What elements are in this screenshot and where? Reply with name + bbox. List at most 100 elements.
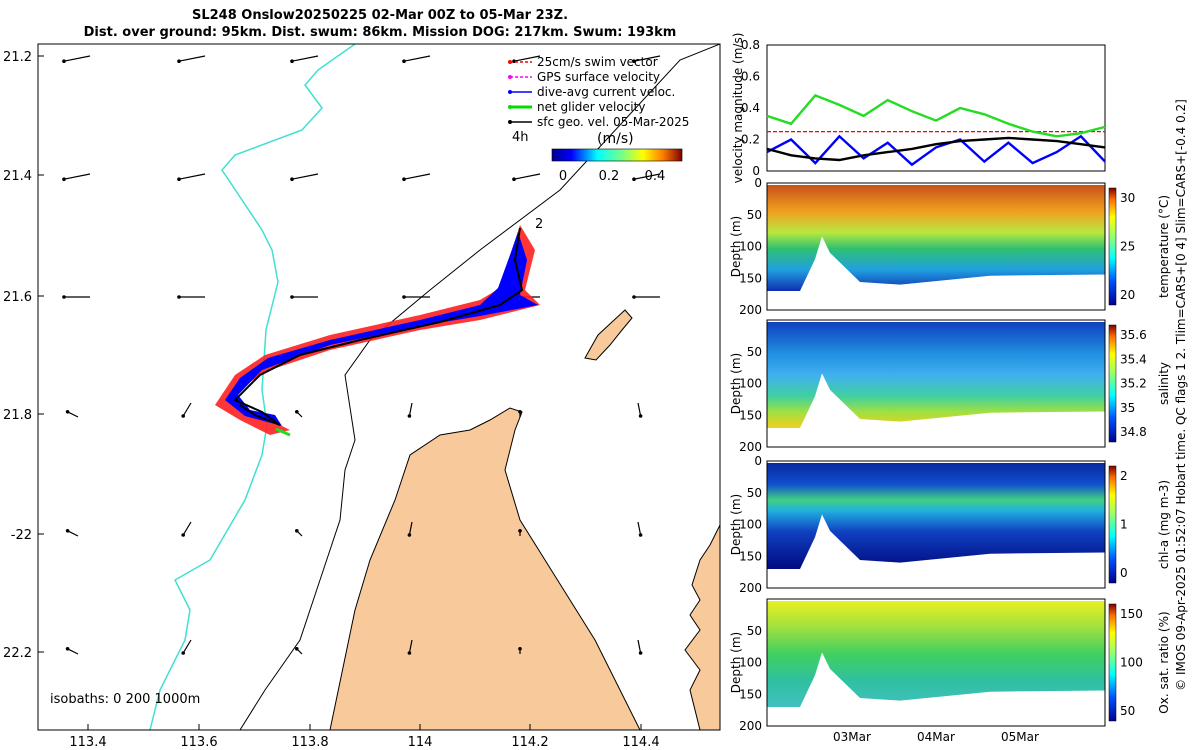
sfc-vector-head xyxy=(65,647,70,651)
sfc-vector-head xyxy=(177,295,181,299)
legend-label: 25cm/s swim vector xyxy=(537,55,658,69)
map-frame xyxy=(37,43,721,731)
map-xtick-label: 114.2 xyxy=(511,735,548,750)
sfc-vector-shaft xyxy=(513,173,541,180)
sfc-vector-head xyxy=(632,177,636,181)
sfc-vector-head xyxy=(632,59,636,63)
sfc-vector-shaft xyxy=(63,173,91,180)
map-xtick-label: 113.8 xyxy=(291,735,328,750)
sfc-vector-head xyxy=(638,414,643,418)
legend-label: sfc geo. vel. 05-Mar-2025 xyxy=(537,115,689,129)
sfc-vector-shaft xyxy=(291,173,319,180)
map-xtick-label: 113.4 xyxy=(69,735,106,750)
map-xtick-label: 114 xyxy=(408,735,433,750)
map-xtick-label: 113.6 xyxy=(180,735,217,750)
sfc-vector-head xyxy=(402,59,406,63)
sfc-vector-head xyxy=(402,295,406,299)
sfc-vector-shaft xyxy=(637,639,642,654)
legend-swatch-head xyxy=(508,60,512,64)
sfc-vector-head xyxy=(407,651,412,655)
sfc-vector-shaft xyxy=(408,521,413,536)
isobath-200m xyxy=(149,44,356,730)
isobath-1000m xyxy=(239,44,720,730)
chart-title-line-2: Dist. over ground: 95km. Dist. swum: 86k… xyxy=(83,25,677,40)
colorbar-tick-label: 0.4 xyxy=(645,169,666,184)
sfc-vector-shaft xyxy=(408,639,413,654)
sfc-vector-shaft xyxy=(67,411,79,418)
sfc-vector-head xyxy=(65,410,70,414)
sfc-vector-head xyxy=(62,59,66,63)
legend-label: dive-avg current veloc. xyxy=(537,85,675,99)
colorbar-tick-label: 0 xyxy=(559,169,567,184)
sfc-vector-shaft xyxy=(637,402,642,417)
sfc-vector-head xyxy=(638,533,643,537)
track-label: 2 xyxy=(535,217,543,232)
sfc-vector-head xyxy=(512,59,516,63)
legend-swatch-head xyxy=(508,90,512,94)
legend-label: GPS surface velocity xyxy=(537,70,660,84)
sfc-vector-head xyxy=(407,533,412,537)
sfc-vector-shaft xyxy=(67,530,79,537)
colorbar-units: (m/s) xyxy=(597,131,634,147)
sfc-vector-head xyxy=(62,177,66,181)
glider-track xyxy=(233,227,524,426)
sfc-vector-head xyxy=(407,414,412,418)
colorbar-tick-label: 0.2 xyxy=(599,169,620,184)
chart-title-line-1: SL248 Onslow20250225 02-Mar 00Z to 05-Ma… xyxy=(191,8,569,23)
sfc-vector-head xyxy=(177,59,181,63)
map-ytick-label: 21.6 xyxy=(3,290,32,305)
land-coast-right xyxy=(684,524,720,730)
sfc-vector-head xyxy=(295,647,299,651)
sfc-vector-shaft xyxy=(513,55,541,62)
sfc-vector-head xyxy=(177,177,181,181)
surface-velocity-vectors xyxy=(62,55,661,655)
sfc-vector-head xyxy=(181,533,185,537)
map-ytick-label: -22 xyxy=(11,528,32,543)
sfc-vector-shaft xyxy=(633,55,661,62)
sfc-vector-head xyxy=(632,295,636,299)
sfc-vector-shaft xyxy=(637,521,642,536)
map-ytick-label: 21.2 xyxy=(3,50,32,65)
sfc-vector-head xyxy=(290,177,294,181)
sfc-vector-head xyxy=(295,529,299,533)
legend-swatch-head xyxy=(508,120,512,124)
map-ytick-label: 21.4 xyxy=(3,169,32,184)
sfc-vector-shaft xyxy=(182,639,192,654)
sfc-vector-head xyxy=(638,651,643,655)
sfc-vector-head xyxy=(402,177,406,181)
land-peninsula xyxy=(329,407,641,730)
sfc-vector-shaft xyxy=(403,55,431,62)
sfc-vector-head xyxy=(518,647,522,651)
sfc-vector-shaft xyxy=(633,173,661,180)
sfc-vector-shaft xyxy=(63,55,91,62)
sfc-vector-head xyxy=(295,410,299,414)
sfc-vector-head xyxy=(181,651,185,655)
map-ytick-label: 22.2 xyxy=(3,646,32,661)
sfc-vector-shaft xyxy=(408,402,413,417)
sfc-vector-head xyxy=(290,59,294,63)
legend-swatch-head xyxy=(508,105,512,109)
sfc-vector-head xyxy=(518,410,522,414)
sfc-vector-head xyxy=(518,529,522,533)
current-velocity-band xyxy=(225,232,538,426)
sfc-vector-head xyxy=(65,529,70,533)
legend-swatch-head xyxy=(508,75,512,79)
sfc-vector-shaft xyxy=(403,173,431,180)
map-ytick-label: 21.8 xyxy=(3,408,32,423)
sfc-vector-head xyxy=(62,295,66,299)
sfc-vector-shaft xyxy=(182,402,192,417)
net-velocity-marker xyxy=(275,427,291,437)
legend-label: net glider velocity xyxy=(537,100,645,114)
map-xtick-label: 114.4 xyxy=(622,735,659,750)
sfc-vector-head xyxy=(290,295,294,299)
sfc-vector-shaft xyxy=(67,648,79,655)
sfc-vector-head xyxy=(512,177,516,181)
land-island xyxy=(584,309,633,361)
sfc-vector-shaft xyxy=(291,55,319,62)
sfc-vector-shaft xyxy=(182,521,192,536)
speed-colorbar xyxy=(551,148,683,162)
sfc-vector-head xyxy=(181,414,185,418)
scale-label: 4h xyxy=(512,130,529,145)
